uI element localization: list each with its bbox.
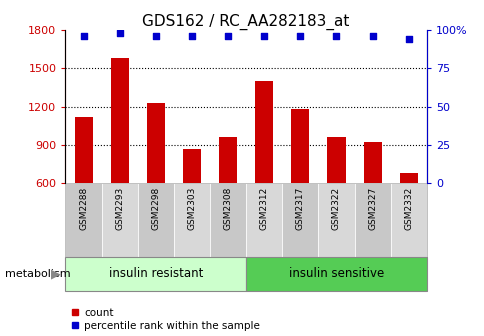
Text: metabolism: metabolism (5, 269, 70, 279)
Text: GSM2298: GSM2298 (151, 187, 160, 230)
Point (368, 34, 376, 39)
Legend: count, percentile rank within the sample: count, percentile rank within the sample (71, 308, 259, 331)
Point (116, 31, 123, 36)
Point (404, 37, 412, 42)
Text: GSM2293: GSM2293 (115, 187, 124, 230)
Bar (65, 257, 245, 291)
Bar (245, 183, 282, 257)
Bar (255, 81, 272, 183)
Text: ▶: ▶ (51, 267, 60, 280)
Bar (363, 142, 381, 183)
Point (296, 34, 303, 39)
Point (151, 34, 159, 39)
Bar (137, 183, 173, 257)
Point (332, 34, 340, 39)
Bar (399, 173, 417, 183)
Text: insulin sensitive: insulin sensitive (288, 267, 383, 280)
Point (260, 34, 268, 39)
Point (79, 34, 87, 39)
Text: GSM2327: GSM2327 (367, 187, 377, 230)
Bar (354, 183, 390, 257)
Text: GSM2322: GSM2322 (331, 187, 340, 230)
Text: GSM2332: GSM2332 (403, 187, 412, 230)
Bar (327, 137, 345, 183)
Bar (282, 183, 318, 257)
Bar (182, 149, 200, 183)
Bar (65, 183, 102, 257)
Text: GSM2317: GSM2317 (295, 187, 304, 230)
Bar (210, 183, 245, 257)
Bar (318, 183, 354, 257)
Bar (390, 183, 426, 257)
Bar (147, 103, 165, 183)
Bar (102, 183, 137, 257)
Point (188, 34, 196, 39)
Text: insulin resistant: insulin resistant (108, 267, 203, 280)
Text: GSM2303: GSM2303 (187, 187, 196, 230)
Text: GSM2308: GSM2308 (223, 187, 232, 230)
Point (224, 34, 231, 39)
Text: GSM2312: GSM2312 (259, 187, 268, 230)
Bar (291, 109, 309, 183)
Bar (245, 257, 426, 291)
Bar (219, 137, 237, 183)
Title: GDS162 / RC_AA282183_at: GDS162 / RC_AA282183_at (142, 14, 349, 30)
Text: GSM2288: GSM2288 (79, 187, 88, 230)
Bar (75, 117, 92, 183)
Bar (173, 183, 210, 257)
Bar (110, 58, 128, 183)
